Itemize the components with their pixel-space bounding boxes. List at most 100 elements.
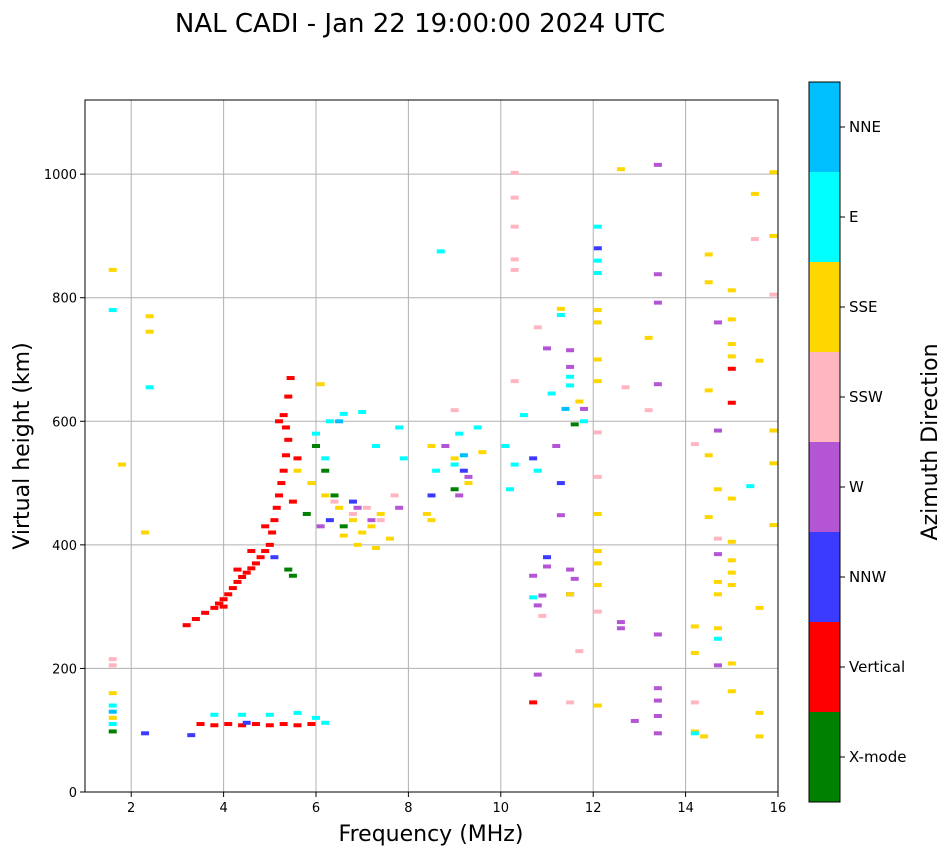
data-point [251,561,260,566]
data-point [750,191,759,196]
data-point [566,348,575,353]
data-point [302,511,311,516]
data-point [312,715,320,720]
data-points [108,162,778,739]
y-axis-label: Virtual height (km) [10,342,35,549]
data-point [547,391,556,396]
data-point [510,224,519,229]
data-point [713,487,722,492]
data-point [755,358,764,363]
data-point [270,555,279,560]
data-point [141,731,150,736]
data-point [593,320,602,325]
x-axis-ticks: 2 4 6 8 10 12 14 16 [127,792,786,816]
data-point [286,376,295,381]
data-point [238,723,247,728]
data-point [510,170,519,175]
data-point [450,462,459,467]
data-point [238,712,247,717]
data-point [653,382,662,387]
data-point [630,718,639,723]
y-tick-label: 200 [52,662,77,677]
data-point [224,592,233,597]
data-point [233,567,242,572]
colorbar-segment [809,712,840,802]
data-point [529,595,538,600]
data-point [145,385,154,390]
data-point [385,536,394,541]
data-point [339,533,348,538]
y-tick-label: 0 [69,786,77,801]
x-tick-label: 6 [312,801,320,816]
series-vertical [182,366,736,728]
colorbar-tick-label: W [849,478,864,496]
data-point [321,720,330,725]
data-point [653,300,662,305]
data-point [769,523,778,528]
data-point [538,613,547,618]
data-point [713,536,722,541]
data-point [533,603,542,608]
data-point [593,258,602,263]
data-point [312,444,320,448]
data-point [593,561,602,566]
data-point [214,601,223,606]
data-point [727,354,736,359]
x-tick-label: 10 [493,801,510,816]
data-point [653,162,662,167]
data-point [372,545,381,550]
data-point [566,374,575,379]
data-point [182,623,191,628]
data-point [281,453,290,458]
data-point [593,246,602,251]
data-point [201,610,210,615]
data-point [593,511,602,516]
colorbar-tick-label: NNE [849,118,881,136]
colorbar-segment [809,172,840,262]
data-point [242,570,251,575]
data-point [450,456,459,461]
data-point [769,233,778,238]
data-point [700,734,709,739]
data-point [713,592,722,597]
data-point [653,686,662,691]
data-point [727,366,736,371]
data-point [556,513,565,518]
data-point [108,729,117,734]
data-point [108,715,117,720]
data-point [321,468,330,473]
data-point [422,511,431,516]
data-point [427,444,436,448]
data-point [579,419,588,424]
data-point [727,689,736,694]
data-point [579,406,588,411]
data-point [307,722,316,727]
colorbar-tick-label: NNW [849,568,886,586]
data-point [713,636,722,641]
data-point [275,419,284,424]
y-tick-label: 1000 [44,168,77,183]
data-point [713,579,722,584]
data-point [270,518,279,523]
data-point [191,617,200,621]
data-point [769,170,778,175]
data-point [441,444,450,448]
data-point [427,493,436,498]
data-point [247,566,256,571]
data-point [529,700,538,705]
data-point [538,593,547,598]
data-point [288,573,297,578]
data-point [395,425,404,430]
data-point [644,335,653,340]
data-point [321,493,330,498]
x-tick-label: 16 [770,801,787,816]
data-point [265,712,274,717]
data-point [141,530,150,535]
data-point [265,542,274,547]
data-point [510,379,519,384]
data-point [533,468,542,473]
data-point [210,723,219,728]
colorbar-segment [809,532,840,622]
data-point [556,481,565,486]
data-point [261,549,270,554]
